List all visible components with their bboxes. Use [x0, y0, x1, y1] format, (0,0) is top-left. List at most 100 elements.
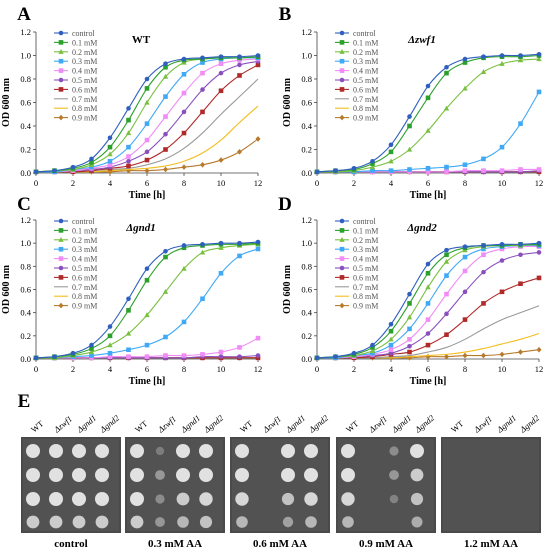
- legend-label: 0.9 mM: [353, 302, 378, 311]
- x-tick-label: 10: [498, 364, 507, 374]
- data-point: [480, 69, 487, 75]
- legend-marker: [339, 275, 345, 280]
- data-point: [462, 289, 468, 295]
- plate-1: WT Δzwf1 Δgnd1 Δgnd2 0.3 mM AA: [125, 412, 226, 550]
- legend-marker: [58, 114, 64, 121]
- yeast-spot: [72, 468, 86, 482]
- data-point: [314, 355, 320, 361]
- yeast-spot: [130, 444, 144, 458]
- legend-label: 0.6 mM: [72, 273, 97, 282]
- strain-label: Δgnd2: [306, 412, 331, 435]
- data-point: [163, 131, 168, 137]
- yeast-spot: [130, 515, 144, 529]
- yeast-spot: [26, 515, 40, 529]
- x-tick-label: 12: [535, 364, 544, 374]
- data-point: [237, 57, 242, 63]
- series-9: [314, 346, 542, 361]
- data-point: [181, 56, 187, 62]
- legend-marker: [339, 237, 345, 242]
- yeast-spot: [305, 516, 317, 528]
- data-point: [499, 144, 505, 150]
- yeast-spot: [411, 516, 423, 528]
- data-point: [481, 156, 486, 162]
- data-point: [237, 149, 242, 155]
- x-tick-label: 8: [463, 178, 467, 188]
- data-point: [481, 252, 486, 258]
- data-point: [89, 353, 94, 358]
- data-point: [536, 167, 542, 172]
- legend-marker: [58, 265, 64, 271]
- x-tick-label: 10: [217, 178, 226, 188]
- data-point: [462, 317, 468, 322]
- x-tick-label: 12: [535, 178, 544, 188]
- x-tick-label: 2: [352, 178, 356, 188]
- legend-label: 0.7 mM: [72, 283, 97, 292]
- series-line: [35, 56, 259, 173]
- yeast-spot: [282, 516, 294, 528]
- y-tick-label: 0.8: [301, 74, 312, 84]
- yeast-spot: [176, 468, 190, 482]
- data-point: [388, 342, 394, 348]
- y-tick-label: 0.0: [301, 354, 312, 364]
- legend-label: 0.5 mM: [353, 76, 378, 85]
- data-point: [462, 268, 468, 274]
- legend-marker: [339, 228, 345, 233]
- legend-label: control: [72, 217, 95, 226]
- data-point: [218, 240, 224, 246]
- y-tick-label: 1.0: [20, 238, 31, 248]
- data-point: [518, 349, 523, 355]
- legend-label: 0.3 mM: [72, 57, 97, 66]
- series-line: [35, 57, 259, 173]
- legend-marker: [58, 77, 64, 83]
- data-point: [536, 240, 542, 246]
- yeast-spot: [176, 444, 190, 458]
- data-point: [444, 291, 449, 297]
- legend-label: 0.1 mM: [72, 226, 97, 235]
- plate-4: WT Δzwf1 Δgnd1 Δgnd2 1.2 mM AA: [441, 412, 542, 550]
- legend-marker: [339, 218, 345, 224]
- data-point: [200, 55, 205, 61]
- series-line: [316, 53, 540, 173]
- data-point: [126, 144, 131, 150]
- legend-label: control: [353, 29, 376, 38]
- legend-label: 0.7 mM: [353, 95, 378, 104]
- data-point: [181, 72, 187, 77]
- data-point: [200, 161, 205, 168]
- data-point: [218, 349, 224, 355]
- legend-marker: [339, 87, 345, 92]
- x-tick-label: 6: [426, 178, 430, 188]
- data-point: [107, 350, 113, 356]
- series-line: [316, 242, 540, 359]
- legend-label: 0.8 mM: [72, 104, 97, 113]
- yeast-spot: [281, 444, 295, 458]
- yeast-spot: [199, 468, 213, 482]
- data-point: [126, 296, 131, 302]
- data-point: [237, 62, 242, 68]
- data-point: [517, 57, 524, 63]
- yeast-spot: [176, 492, 190, 506]
- data-point: [163, 61, 168, 67]
- series-line: [35, 54, 259, 173]
- data-point: [407, 355, 412, 361]
- data-point: [462, 244, 468, 249]
- panel-letter: D: [278, 194, 292, 215]
- data-point: [181, 319, 187, 325]
- legend-marker: [339, 68, 345, 73]
- legend-label: control: [72, 29, 95, 38]
- legend-marker: [58, 49, 64, 54]
- x-tick-label: 0: [34, 178, 38, 188]
- legend-marker: [339, 40, 345, 45]
- y-tick-label: 0.6: [20, 98, 31, 108]
- data-point: [218, 54, 224, 59]
- data-point: [52, 354, 57, 359]
- data-point: [370, 345, 375, 350]
- data-point: [237, 240, 242, 246]
- data-point: [144, 137, 150, 143]
- data-point: [518, 121, 523, 126]
- legend-label: 0.6 mM: [353, 273, 378, 282]
- data-point: [444, 70, 449, 76]
- data-point: [255, 62, 261, 68]
- data-point: [425, 169, 431, 175]
- data-point: [406, 146, 413, 152]
